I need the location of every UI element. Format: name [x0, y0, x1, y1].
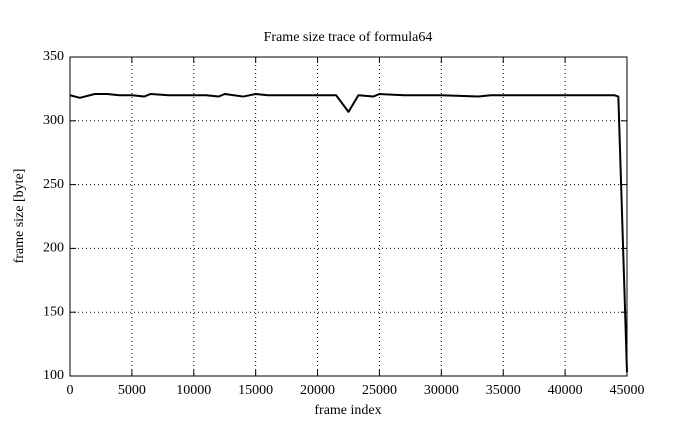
chart-title: Frame size trace of formula64	[264, 30, 433, 45]
x-tick-label: 25000	[362, 383, 397, 398]
y-tick-label: 200	[43, 241, 64, 256]
x-tick-label: 10000	[176, 383, 211, 398]
x-tick-label: 35000	[486, 383, 521, 398]
x-axis-label: frame index	[314, 403, 381, 418]
y-tick-label: 150	[43, 304, 64, 319]
x-tick-label: 15000	[238, 383, 273, 398]
plot-frame	[69, 56, 628, 377]
x-tick-label: 30000	[424, 383, 459, 398]
y-tick-label: 250	[43, 177, 64, 192]
data-line	[69, 93, 628, 373]
x-tick-label: 0	[67, 383, 74, 398]
y-tick-label: 350	[43, 49, 64, 64]
y-axis-label: frame size [byte]	[12, 169, 27, 264]
x-tick-label: 45000	[610, 383, 645, 398]
y-tick-label: 300	[43, 113, 64, 128]
x-tick-label: 20000	[300, 383, 335, 398]
x-tick-label: 5000	[118, 383, 146, 398]
x-tick-label: 40000	[548, 383, 583, 398]
y-tick-label: 100	[43, 368, 64, 383]
